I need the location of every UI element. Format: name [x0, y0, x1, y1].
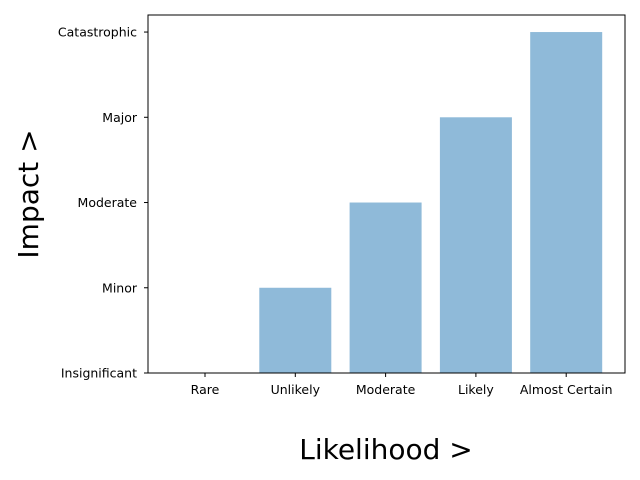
x-tick-label: Rare	[191, 382, 220, 397]
y-tick-label: Major	[102, 110, 138, 125]
y-axis-title: Impact >	[12, 129, 45, 258]
plot-frame	[147, 14, 626, 374]
y-tick-label: Minor	[102, 280, 138, 295]
x-tick-label: Almost Certain	[520, 382, 613, 397]
bar-almost-certain	[530, 32, 603, 374]
y-tick-label: Catastrophic	[58, 25, 137, 40]
x-tick-label: Moderate	[356, 382, 416, 397]
y-tick-label: Insignificant	[61, 366, 137, 381]
bar-likely	[439, 117, 512, 374]
y-tick-label: Moderate	[78, 195, 138, 210]
x-tick-label: Unlikely	[271, 382, 321, 397]
x-tick-label: Likely	[458, 382, 494, 397]
x-axis-title: Likelihood >	[299, 433, 473, 466]
x-ticks-group: Rare Unlikely Moderate Likely Almost Certain	[191, 373, 613, 397]
bar-moderate	[349, 202, 422, 373]
bar-unlikely	[259, 287, 332, 373]
y-ticks-group: Insignificant Minor Moderate Major Catastrop…	[58, 25, 148, 381]
bars-group	[259, 32, 603, 374]
